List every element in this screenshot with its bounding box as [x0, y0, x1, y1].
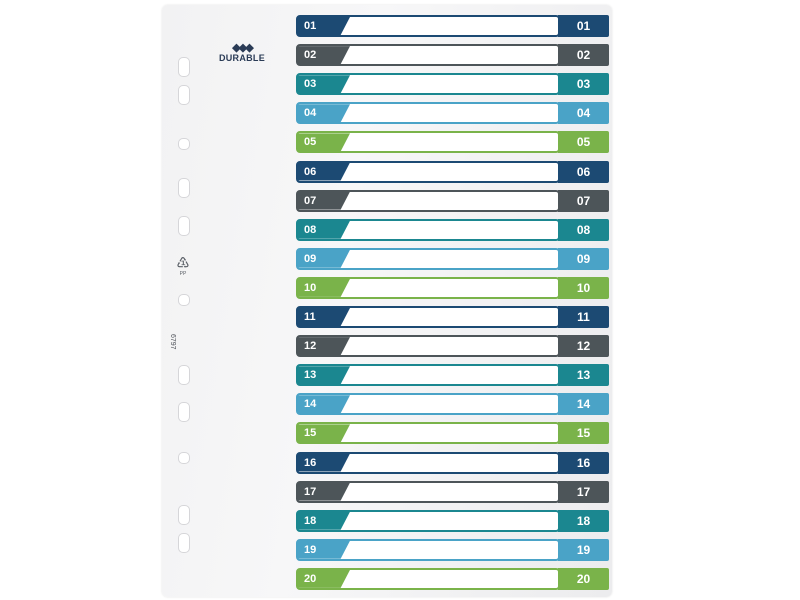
tab-number-label: 01 [298, 17, 350, 35]
tab-number-label: 17 [298, 482, 350, 501]
punch-hole [178, 85, 190, 105]
index-tab[interactable]: 01 [558, 15, 609, 37]
tab-number-label: 06 [298, 162, 350, 181]
index-tab[interactable]: 07 [558, 189, 609, 212]
tab-row[interactable]: 19 19 [296, 538, 611, 561]
tab-row[interactable]: 10 10 [296, 276, 611, 299]
tab-row[interactable]: 16 16 [296, 451, 611, 474]
tab-strip: 14 [296, 393, 560, 416]
punch-hole [178, 365, 190, 385]
tab-strip: 07 [296, 189, 560, 212]
tab-number-label: 14 [298, 395, 350, 414]
tab-number-label: 03 [298, 75, 350, 94]
punch-hole [178, 452, 190, 464]
index-tab[interactable]: 10 [558, 276, 609, 299]
punch-hole [178, 57, 190, 77]
tab-strip: 01 [296, 15, 560, 37]
index-tab[interactable]: 11 [558, 306, 609, 328]
tab-row[interactable]: 15 15 [296, 422, 611, 445]
brand-mark-icon: ◆◆◆ [232, 42, 253, 54]
tab-strip: 10 [296, 276, 560, 299]
index-tab[interactable]: 15 [558, 422, 609, 445]
tab-number-label: 07 [298, 191, 350, 210]
index-tab[interactable]: 16 [558, 451, 609, 474]
tab-strip: 17 [296, 480, 560, 503]
tab-row[interactable]: 06 06 [296, 160, 611, 183]
index-tab[interactable]: 02 [558, 44, 609, 67]
tab-number-label: 05 [298, 133, 350, 152]
tab-row[interactable]: 20 20 [296, 567, 611, 590]
tab-strip: 05 [296, 131, 560, 154]
tab-number-label: 10 [298, 278, 350, 297]
tab-row[interactable]: 04 04 [296, 102, 611, 125]
index-tab[interactable]: 14 [558, 393, 609, 416]
tab-row[interactable]: 09 09 [296, 247, 611, 270]
tab-strip: 15 [296, 422, 560, 445]
index-tab[interactable]: 08 [558, 218, 609, 241]
tab-row[interactable]: 11 11 [296, 306, 611, 328]
tab-strip: 06 [296, 160, 560, 183]
tab-number-label: 19 [298, 540, 350, 559]
punch-hole [178, 505, 190, 525]
brand-logo: ◆◆◆ DURABLE [212, 42, 272, 64]
punch-hole [178, 178, 190, 198]
tab-row[interactable]: 01 01 [296, 15, 611, 37]
tab-row[interactable]: 13 13 [296, 364, 611, 387]
recycle-icon: ♳ [176, 255, 190, 272]
index-tab[interactable]: 06 [558, 160, 609, 183]
recycle-symbol: ♳ PP [173, 256, 193, 277]
tab-number-label: 20 [298, 569, 350, 588]
tab-row[interactable]: 17 17 [296, 480, 611, 503]
index-tab[interactable]: 13 [558, 364, 609, 387]
tab-number-label: 12 [298, 337, 350, 356]
tab-strip: 08 [296, 218, 560, 241]
tab-number-label: 11 [298, 308, 350, 326]
tab-row[interactable]: 14 14 [296, 393, 611, 416]
tab-number-label: 16 [298, 453, 350, 472]
tab-number-label: 04 [298, 104, 350, 123]
tab-strip: 02 [296, 44, 560, 67]
tab-strip: 03 [296, 73, 560, 96]
tab-row[interactable]: 07 07 [296, 189, 611, 212]
tab-row[interactable]: 08 08 [296, 218, 611, 241]
index-tab[interactable]: 20 [558, 567, 609, 590]
index-tab[interactable]: 19 [558, 538, 609, 561]
index-tab[interactable]: 18 [558, 509, 609, 532]
tab-strip: 20 [296, 567, 560, 590]
tab-strip: 09 [296, 247, 560, 270]
punch-hole [178, 402, 190, 422]
index-tab[interactable]: 17 [558, 480, 609, 503]
index-tab[interactable]: 09 [558, 247, 609, 270]
tab-number-label: 13 [298, 366, 350, 385]
tab-row[interactable]: 18 18 [296, 509, 611, 532]
index-tab[interactable]: 04 [558, 102, 609, 125]
punch-hole [178, 533, 190, 553]
tab-strip: 18 [296, 509, 560, 532]
recycle-material: PP [179, 271, 187, 277]
brand-name: DURABLE [218, 53, 266, 63]
tab-strip: 11 [296, 306, 560, 328]
tab-row[interactable]: 12 12 [296, 335, 611, 358]
tab-strip: 04 [296, 102, 560, 125]
tab-strip: 16 [296, 451, 560, 474]
tab-row[interactable]: 03 03 [296, 73, 611, 96]
product-code: 6797 [169, 334, 176, 350]
tab-strip: 19 [296, 538, 560, 561]
tab-number-label: 18 [298, 511, 350, 530]
tab-row[interactable]: 02 02 [296, 44, 611, 67]
punch-hole [178, 294, 190, 306]
tab-row[interactable]: 05 05 [296, 131, 611, 154]
index-tab[interactable]: 12 [558, 335, 609, 358]
punch-hole [178, 138, 190, 150]
index-tab[interactable]: 03 [558, 73, 609, 96]
tab-number-label: 02 [298, 46, 350, 65]
tab-number-label: 15 [298, 424, 350, 443]
punch-hole [178, 216, 190, 236]
tab-strip: 12 [296, 335, 560, 358]
tab-number-label: 09 [298, 249, 350, 268]
index-tab[interactable]: 05 [558, 131, 609, 154]
tab-strip: 13 [296, 364, 560, 387]
tab-number-label: 08 [298, 220, 350, 239]
